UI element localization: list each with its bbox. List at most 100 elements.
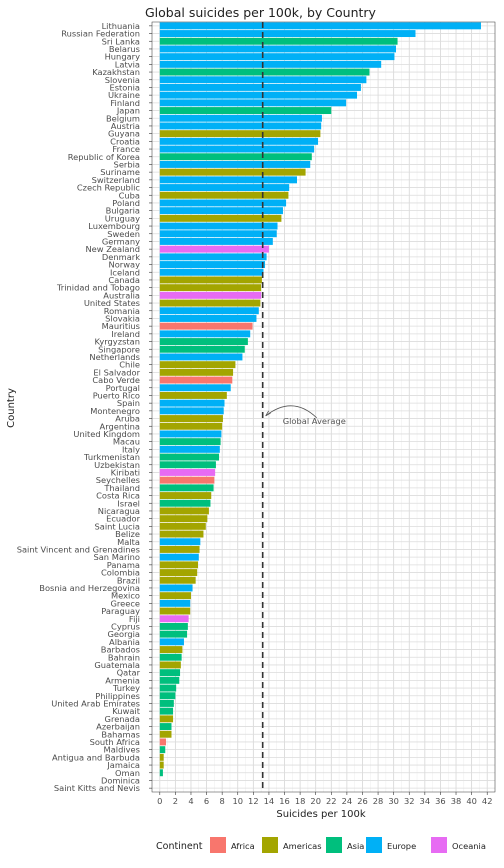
y-tick-label: Ukraine: [108, 90, 140, 100]
y-tick-label: Japan: [116, 106, 140, 116]
x-tick-label: 12: [248, 796, 259, 806]
y-tick-label: Costa Rica: [96, 491, 140, 501]
y-tick-label: Australia: [103, 290, 140, 300]
y-tick-label: Dominica: [101, 775, 140, 785]
x-tick-label: 38: [451, 796, 462, 806]
y-tick-label: Germany: [102, 236, 140, 246]
bar: [159, 622, 188, 630]
bar: [159, 114, 322, 122]
x-tick-label: 40: [466, 796, 477, 806]
x-tick-label: 28: [373, 796, 384, 806]
x-tick-label: 2: [173, 796, 178, 806]
x-tick-label: 26: [357, 796, 368, 806]
legend-key-europe: [366, 837, 382, 853]
bar: [159, 361, 236, 369]
bar: [159, 214, 282, 222]
bar: [159, 22, 481, 30]
y-tick-label: Mauritius: [102, 321, 140, 331]
bar: [159, 707, 174, 715]
y-tick-label: Montenegro: [90, 406, 140, 416]
y-tick-label: Guyana: [108, 129, 140, 139]
bar: [159, 76, 367, 84]
bar: [159, 222, 278, 230]
y-tick-label: Seychelles: [96, 475, 140, 485]
x-tick-label: 22: [326, 796, 337, 806]
bar: [159, 176, 297, 184]
y-tick-label: Republic of Korea: [68, 152, 140, 162]
bar: [159, 746, 166, 754]
bar: [159, 553, 199, 561]
legend-label-oceania: Oceania: [452, 841, 486, 851]
y-tick-label: Georgia: [107, 629, 140, 639]
y-tick-label: Switzerland: [92, 175, 140, 185]
y-tick-label: Bahrain: [108, 652, 140, 662]
y-tick-label: San Marino: [93, 552, 140, 562]
bar: [159, 399, 225, 407]
bar: [159, 145, 315, 153]
bar: [159, 107, 332, 115]
y-tick-label: Latvia: [115, 59, 140, 69]
bar: [159, 492, 212, 500]
y-axis-title: Country: [6, 388, 17, 428]
bar: [159, 769, 163, 777]
bar: [159, 268, 264, 276]
x-tick-label: 42: [482, 796, 493, 806]
bar: [159, 83, 361, 91]
bar: [159, 299, 261, 307]
bar: [159, 507, 209, 515]
bar: [159, 415, 223, 423]
bar: [159, 730, 172, 738]
bar: [159, 45, 396, 53]
bar: [159, 338, 248, 346]
bar: [159, 291, 262, 299]
bar: [159, 569, 198, 577]
y-tick-label: Aruba: [115, 414, 140, 424]
legend-title: Continent: [156, 841, 203, 852]
y-tick-label: Ecuador: [106, 514, 140, 524]
y-tick-label: Israel: [117, 498, 140, 508]
y-tick-label: Nicaragua: [98, 506, 140, 516]
legend-label-asia: Asia: [347, 841, 364, 851]
bar: [159, 545, 200, 553]
y-tick-label: Canada: [108, 275, 140, 285]
bar: [159, 761, 164, 769]
bar: [159, 561, 198, 569]
bar: [159, 245, 269, 253]
y-tick-label: Slovakia: [105, 313, 140, 323]
x-tick-label: 6: [204, 796, 209, 806]
y-tick-label: Jamaica: [106, 760, 140, 770]
x-tick-label: 18: [295, 796, 306, 806]
bar: [159, 468, 216, 476]
bar: [159, 237, 273, 245]
y-tick-label: Fiji: [129, 614, 140, 624]
y-tick-label: Barbados: [101, 645, 140, 655]
y-tick-label: Bulgaria: [106, 206, 140, 216]
bar: [159, 191, 289, 199]
y-tick-label: Romania: [104, 306, 140, 316]
y-tick-label: Mexico: [111, 591, 140, 601]
bar: [159, 307, 259, 315]
y-tick-label: Thailand: [103, 483, 140, 493]
y-tick-label: United Arab Emirates: [51, 698, 140, 708]
y-tick-label: United States: [84, 298, 140, 308]
bar: [159, 530, 204, 538]
y-tick-label: Lithuania: [102, 21, 140, 31]
y-tick-label: Turkmenistan: [83, 452, 140, 462]
bar: [159, 376, 233, 384]
y-tick-label: Sri Lanka: [102, 36, 140, 46]
y-tick-label: Oman: [115, 768, 140, 778]
y-tick-label: Slovenia: [105, 75, 140, 85]
y-tick-label: New Zealand: [85, 244, 140, 254]
bar: [159, 669, 181, 677]
bar: [159, 653, 182, 661]
y-tick-label: Armenia: [105, 675, 140, 685]
bar: [159, 753, 164, 761]
bar: [159, 638, 184, 646]
bar: [159, 368, 234, 376]
y-tick-label: Saint Vincent and Grenadines: [17, 544, 140, 554]
bar: [159, 322, 253, 330]
bar: [159, 91, 358, 99]
bar: [159, 276, 262, 284]
x-tick-label: 20: [310, 796, 321, 806]
